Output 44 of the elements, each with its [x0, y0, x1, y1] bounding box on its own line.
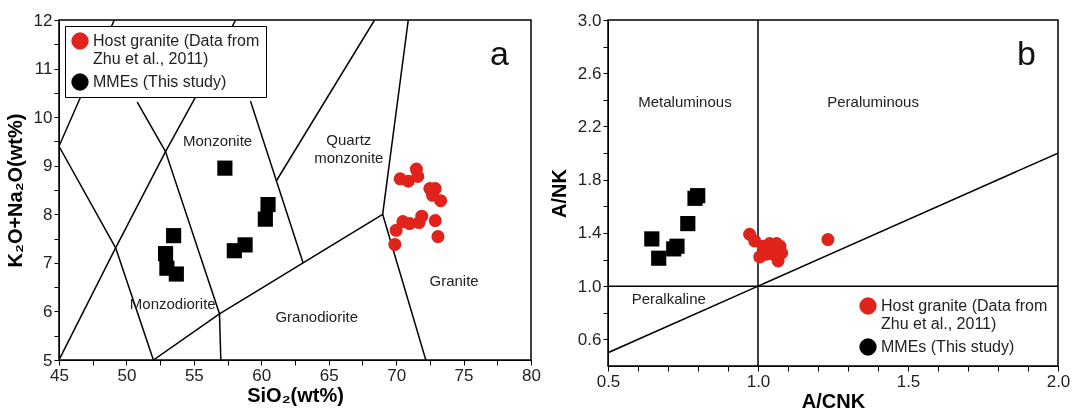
y-tick-label: 1.4 [577, 223, 602, 243]
y-tick-label: 0.6 [577, 329, 602, 349]
x-tick-label: 65 [319, 365, 339, 385]
y-tick-label: 8 [43, 204, 53, 224]
annotation: Monzonite [182, 132, 253, 150]
x-tick-label: 80 [522, 365, 541, 385]
legend-label: Host granite (Data from Zhu et al., 2011) [881, 297, 1048, 332]
y-axis-title: A/NK [547, 168, 570, 218]
x-tick-label: 2.0 [1046, 371, 1071, 391]
y-tick-label: 6 [43, 301, 53, 321]
annotation: Granite [429, 272, 479, 290]
y-tick-label: 10 [33, 107, 53, 127]
y-axis-title: K₂O+Na₂O(wt%) [3, 113, 26, 268]
y-tick-label: 3.0 [577, 10, 602, 30]
y-tick-label: 1.8 [577, 170, 602, 190]
legend-label: MMEs (This study) [93, 73, 227, 90]
y-tick-label: 7 [43, 253, 53, 273]
y-tick-label: 1.0 [577, 276, 602, 296]
annotation: Quartz monzonite [314, 131, 384, 167]
annotation: Peralkaline [631, 289, 706, 307]
x-axis-title: A/CNK [801, 389, 866, 412]
annotation: Granodiorite [275, 308, 358, 326]
y-tick-label: 9 [43, 156, 53, 176]
annotation: Peraluminous [827, 93, 919, 111]
x-tick-label: 70 [387, 365, 407, 385]
y-tick-label: 2.6 [577, 63, 602, 83]
x-axis-title: SiO₂(wt%) [247, 383, 344, 406]
x-tick-label: 50 [117, 365, 137, 385]
y-tick-label: 2.2 [577, 116, 602, 136]
legend-label: Host granite (Data from Zhu et al., 2011) [93, 32, 260, 67]
x-tick-label: 0.5 [596, 371, 621, 391]
x-tick-label: 45 [50, 365, 69, 385]
y-tick-label: 5 [43, 350, 53, 370]
legend-label: MMEs (This study) [881, 338, 1015, 355]
x-tick-label: 1.0 [746, 371, 771, 391]
annotation: Metaluminous [638, 93, 732, 111]
x-tick-label: 55 [184, 365, 204, 385]
chart-title: a [490, 34, 510, 72]
x-tick-label: 60 [252, 365, 272, 385]
x-tick-label: 1.5 [896, 371, 921, 391]
y-tick-label: 12 [33, 10, 53, 30]
chart-title: b [1017, 34, 1036, 72]
y-tick-label: 11 [34, 59, 53, 79]
x-tick-label: 75 [454, 365, 474, 385]
